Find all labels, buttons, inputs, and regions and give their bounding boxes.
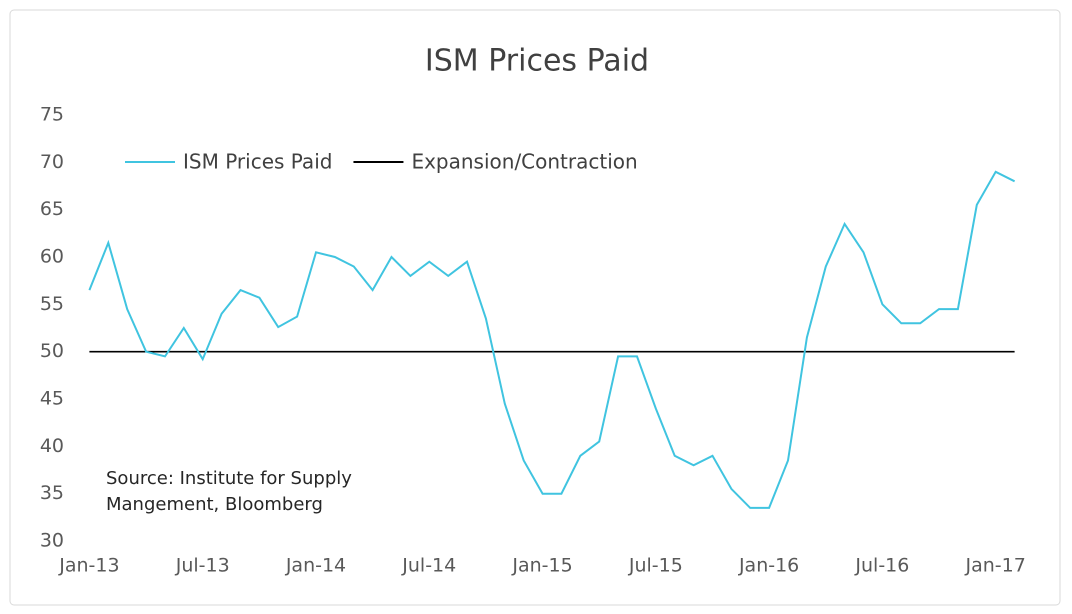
y-tick-label: 75: [40, 104, 64, 126]
y-tick-label: 35: [40, 482, 64, 504]
x-tick-label: Jan-14: [285, 555, 346, 577]
y-tick-label: 30: [40, 530, 64, 552]
x-tick-label: Jan-15: [511, 555, 572, 577]
y-tick-label: 55: [40, 293, 64, 315]
x-tick-label: Jan-16: [738, 555, 799, 577]
legend-label: Expansion/Contraction: [411, 150, 637, 174]
legend-label: ISM Prices Paid: [183, 150, 332, 174]
x-tick-label: Jul-14: [401, 555, 456, 577]
y-tick-label: 70: [40, 151, 64, 173]
series-line: [88, 170, 1016, 509]
chart-border: [9, 9, 1061, 606]
y-tick-label: 50: [40, 340, 64, 362]
x-tick-label: Jan-13: [58, 555, 119, 577]
x-tick-label: Jul-16: [854, 555, 909, 577]
x-tick-label: Jan-17: [965, 555, 1026, 577]
chart-title: ISM Prices Paid: [425, 44, 649, 79]
x-tick-label: Jul-13: [175, 555, 230, 577]
y-tick-label: 60: [40, 246, 64, 268]
y-tick-label: 40: [40, 435, 64, 457]
annotation: Mangement, Bloomberg: [106, 494, 323, 515]
annotation: Source: Institute for Supply: [106, 468, 352, 489]
x-tick-label: Jul-15: [628, 555, 683, 577]
y-tick-label: 65: [40, 198, 64, 220]
y-tick-label: 45: [40, 388, 64, 410]
